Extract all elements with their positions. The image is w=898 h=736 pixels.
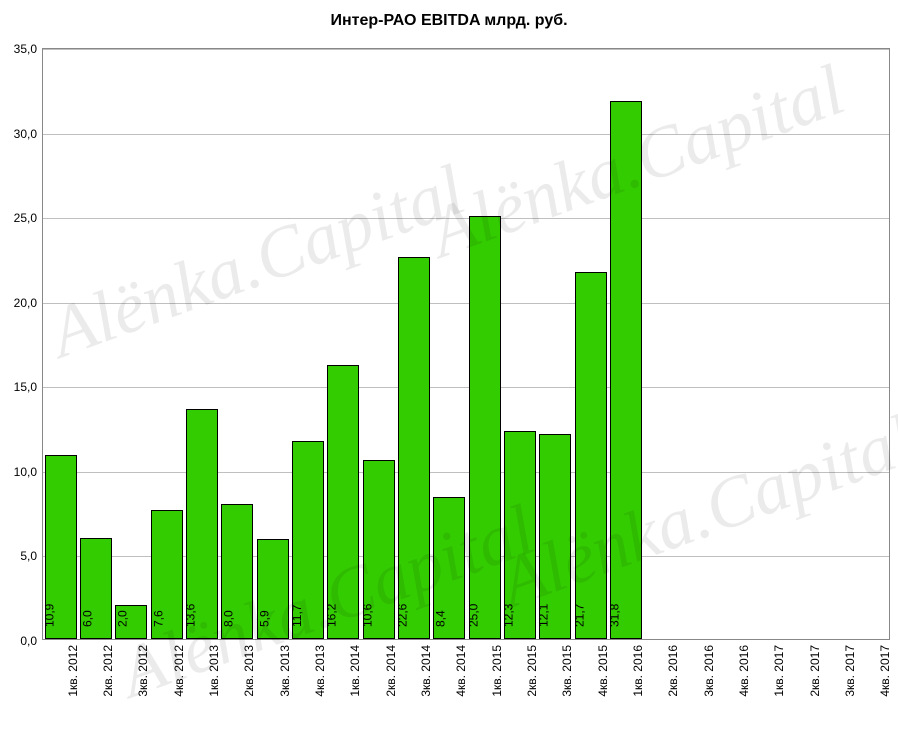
bar-value-label: 13,6 (183, 604, 197, 627)
bar-value-label: 21,7 (572, 604, 586, 627)
y-axis-tick-label: 15,0 (14, 380, 37, 394)
x-axis-tick-label: 3кв. 2013 (278, 645, 292, 697)
bar: 12,3 (504, 431, 536, 639)
bar: 2,0 (115, 605, 147, 639)
bar: 8,0 (221, 504, 253, 639)
bar: 7,6 (151, 510, 183, 639)
bar: 10,6 (363, 460, 395, 639)
bar-value-label: 11,7 (290, 605, 304, 627)
bar-value-label: 10,6 (360, 604, 374, 627)
bar-value-label: 5,9 (257, 610, 271, 627)
x-axis-tick-label: 1кв. 2013 (207, 645, 221, 697)
gridline (43, 472, 889, 473)
chart-title: Интер-РАО EBITDA млрд. руб. (0, 12, 898, 30)
bar: 13,6 (186, 409, 218, 639)
y-axis-tick-label: 10,0 (14, 465, 37, 479)
gridline (43, 134, 889, 135)
bar: 21,7 (575, 272, 607, 639)
gridline (43, 303, 889, 304)
bar: 11,7 (292, 441, 324, 639)
bar: 16,2 (327, 365, 359, 639)
bar-value-label: 2,0 (116, 610, 130, 627)
bar: 6,0 (80, 538, 112, 639)
x-axis-tick-label: 1кв. 2016 (631, 645, 645, 697)
bar: 22,6 (398, 257, 430, 639)
bar: 31,8 (610, 101, 642, 639)
y-axis-tick-label: 35,0 (14, 42, 37, 56)
bar-value-label: 12,3 (501, 604, 515, 627)
bar-value-label: 7,6 (151, 610, 165, 627)
x-axis-tick-label: 2кв. 2015 (525, 645, 539, 697)
x-axis-tick-label: 1кв. 2014 (348, 645, 362, 697)
bar-value-label: 8,0 (222, 610, 236, 627)
x-axis-tick-label: 3кв. 2015 (560, 645, 574, 697)
x-axis-tick-label: 4кв. 2017 (878, 645, 892, 697)
y-axis-tick-label: 20,0 (14, 296, 37, 310)
gridline (43, 387, 889, 388)
y-axis-tick-label: 0,0 (20, 634, 37, 648)
x-axis-tick-label: 2кв. 2017 (808, 645, 822, 697)
bar: 8,4 (433, 497, 465, 639)
gridline (43, 49, 889, 50)
y-axis-tick-label: 30,0 (14, 127, 37, 141)
x-axis-tick-label: 1кв. 2012 (66, 645, 80, 697)
y-axis-tick-label: 25,0 (14, 211, 37, 225)
x-axis-tick-label: 3кв. 2014 (419, 645, 433, 697)
x-axis-tick-label: 2кв. 2016 (666, 645, 680, 697)
x-axis-tick-label: 2кв. 2014 (384, 645, 398, 697)
bar: 12,1 (539, 434, 571, 639)
x-axis-tick-label: 3кв. 2017 (843, 645, 857, 697)
bar: 25,0 (469, 216, 501, 639)
bar-value-label: 22,6 (395, 604, 409, 627)
x-axis-tick-label: 2кв. 2012 (101, 645, 115, 697)
x-axis-tick-label: 3кв. 2016 (702, 645, 716, 697)
x-axis-tick-label: 1кв. 2015 (490, 645, 504, 697)
x-axis-tick-label: 4кв. 2016 (737, 645, 751, 697)
bar: 10,9 (45, 455, 77, 639)
x-axis-tick-label: 4кв. 2012 (172, 645, 186, 697)
x-axis-tick-label: 3кв. 2012 (136, 645, 150, 697)
y-axis-tick-label: 5,0 (20, 549, 37, 563)
x-axis-tick-label: 4кв. 2014 (454, 645, 468, 697)
bar-value-label: 10,9 (42, 604, 56, 627)
bar-value-label: 6,0 (81, 610, 95, 627)
bar-value-label: 8,4 (434, 610, 448, 627)
x-axis-tick-label: 2кв. 2013 (242, 645, 256, 697)
bar-value-label: 25,0 (466, 604, 480, 627)
bar-value-label: 16,2 (325, 604, 339, 627)
bar-value-label: 12,1 (537, 604, 551, 627)
bar-value-label: 31,8 (607, 604, 621, 627)
bar: 5,9 (257, 539, 289, 639)
x-axis-tick-label: 4кв. 2013 (313, 645, 327, 697)
x-axis-tick-label: 4кв. 2015 (596, 645, 610, 697)
plot-area: 0,05,010,015,020,025,030,035,010,91кв. 2… (42, 48, 890, 640)
x-axis-tick-label: 1кв. 2017 (772, 645, 786, 697)
gridline (43, 218, 889, 219)
